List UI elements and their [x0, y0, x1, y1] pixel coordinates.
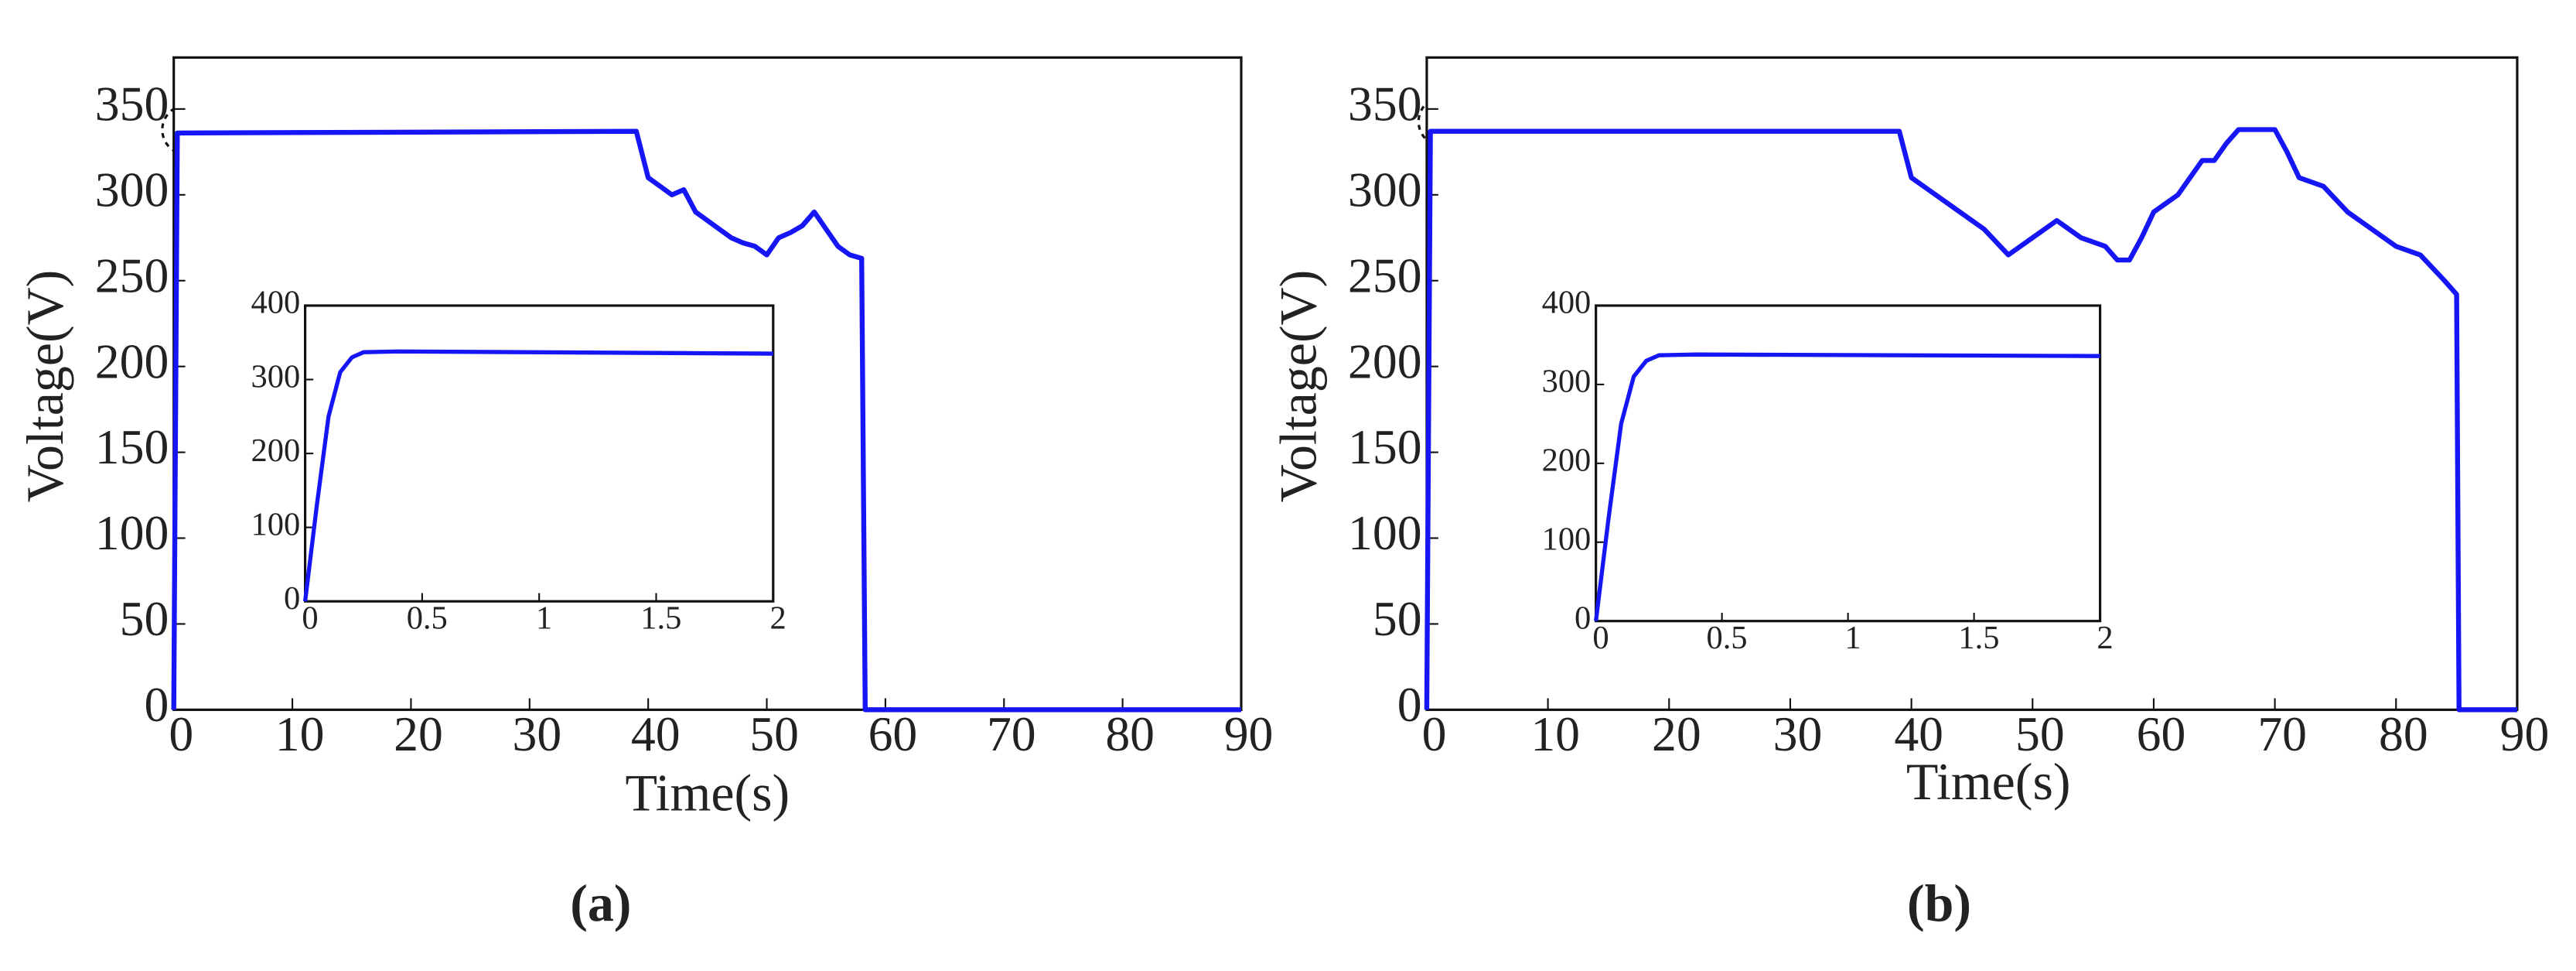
x-tick-label: 1 [1844, 620, 1861, 656]
x-tick-label: 30 [512, 706, 561, 761]
y-tick-label: 200 [251, 433, 300, 469]
y-tick-label: 0 [1575, 600, 1591, 636]
x-tick-label: 1 [536, 600, 552, 636]
y-tick-label: 100 [95, 505, 169, 560]
x-tick-label: 0 [169, 706, 193, 761]
x-tick-label: 0.5 [407, 600, 448, 636]
line-series [171, 128, 1241, 713]
y-tick-label: 150 [1348, 419, 1422, 474]
y-tick-label: 50 [1373, 591, 1422, 646]
y-tick-label: 200 [95, 333, 169, 388]
y-tick-label: 400 [1542, 285, 1592, 321]
y-tick-label: 100 [1542, 521, 1592, 558]
x-tick-label: 30 [1773, 706, 1823, 761]
x-tick-label: 1.5 [640, 600, 681, 636]
y-axis-label: Voltage(V) [15, 270, 74, 503]
x-tick-label: 40 [1894, 706, 1943, 761]
x-tick-label: 0 [302, 600, 318, 636]
y-tick-label: 150 [95, 419, 169, 474]
y-tick-label: 0 [144, 677, 169, 732]
x-tick-label: 80 [1105, 706, 1155, 761]
x-tick-label: 0.5 [1706, 620, 1747, 656]
y-tick-label: 300 [1542, 364, 1592, 400]
caption: (b) [1907, 874, 1971, 932]
line-series [1424, 127, 2517, 713]
y-tick-label: 200 [1542, 443, 1592, 479]
x-tick-label: 70 [987, 706, 1036, 761]
y-tick-label: 200 [1348, 333, 1422, 388]
y-tick-label: 350 [95, 77, 169, 132]
y-tick-label: 350 [1348, 77, 1422, 132]
y-tick-label: 0 [1397, 677, 1422, 732]
x-tick-label: 10 [1530, 706, 1580, 761]
x-tick-label: 2 [770, 600, 786, 636]
y-tick-label: 300 [1348, 162, 1422, 217]
y-tick-label: 300 [251, 358, 300, 395]
x-axis-label: Time(s) [1906, 752, 2071, 811]
x-tick-label: 20 [1652, 706, 1701, 761]
x-tick-label: 2 [2097, 620, 2113, 656]
line-series [1594, 352, 2100, 622]
x-tick-label: 10 [275, 706, 325, 761]
x-tick-label: 90 [2500, 706, 2550, 761]
x-axis-label: Time(s) [625, 764, 790, 822]
y-tick-label: 100 [251, 506, 300, 542]
line-series [302, 349, 773, 602]
y-tick-label: 100 [1348, 505, 1422, 560]
x-tick-label: 60 [868, 706, 918, 761]
plot-frame [1595, 304, 2102, 623]
x-tick-label: 50 [749, 706, 799, 761]
x-tick-label: 20 [394, 706, 443, 761]
x-tick-label: 90 [1224, 706, 1274, 761]
x-tick-label: 60 [2137, 706, 2186, 761]
x-tick-label: 70 [2257, 706, 2307, 761]
y-tick-label: 250 [95, 248, 169, 303]
x-tick-label: 40 [631, 706, 681, 761]
y-tick-label: 400 [251, 285, 300, 321]
y-tick-label: 0 [284, 580, 300, 617]
y-axis-label: Voltage(V) [1268, 270, 1327, 503]
x-tick-label: 0 [1422, 706, 1447, 761]
x-tick-label: 80 [2379, 706, 2428, 761]
x-tick-label: 50 [2015, 706, 2065, 761]
y-tick-label: 50 [120, 591, 169, 646]
y-tick-label: 250 [1348, 248, 1422, 303]
y-tick-label: 300 [95, 162, 169, 217]
x-tick-label: 0 [1592, 620, 1609, 656]
caption: (a) [570, 874, 631, 932]
x-tick-label: 1.5 [1958, 620, 1999, 656]
